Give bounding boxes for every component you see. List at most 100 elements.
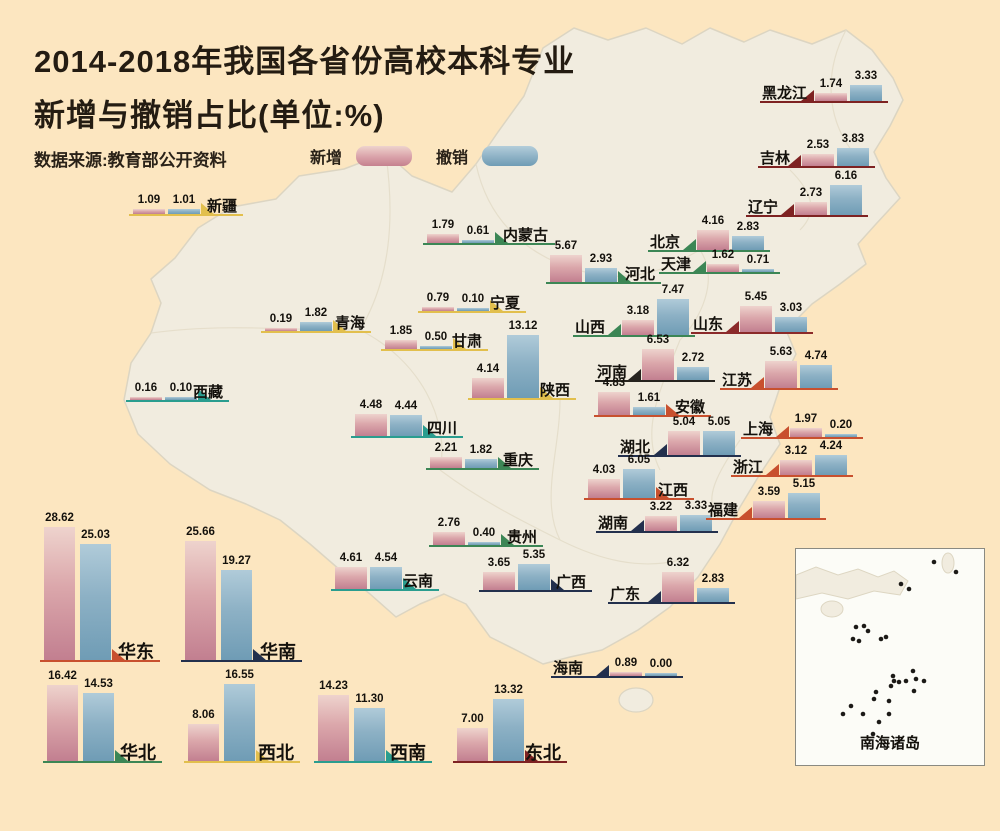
bar-removed [697, 588, 729, 602]
value-label-removed: 25.03 [81, 528, 110, 541]
province-label: 上海 [743, 421, 774, 438]
value-label-removed: 4.24 [819, 439, 843, 452]
group-baseline [706, 518, 826, 520]
province-label: 浙江 [733, 459, 764, 476]
value-label-removed: 5.15 [792, 478, 816, 491]
bar-removed [165, 397, 197, 400]
island-dot [886, 711, 892, 717]
value-label-added: 0.89 [614, 656, 638, 669]
island-dot [861, 623, 867, 629]
value-label-removed: 0.61 [466, 225, 490, 237]
bar-new [130, 397, 162, 400]
group-baseline [573, 335, 695, 337]
value-label-removed: 7.47 [661, 284, 685, 297]
accent-triangle [453, 338, 466, 349]
accent-triangle [423, 425, 436, 436]
legend-removed-swatch [482, 146, 539, 166]
value-label-removed: 13.32 [494, 684, 523, 697]
accent-triangle [751, 377, 764, 388]
bar-removed [800, 365, 832, 388]
accent-triangle [618, 271, 631, 282]
bar-new [765, 360, 797, 388]
island-dot [860, 711, 866, 717]
accent-triangle [333, 320, 346, 331]
province-label: 甘肃 [452, 333, 483, 350]
value-label-removed: 4.44 [394, 399, 418, 412]
value-label-removed: 2.93 [589, 252, 613, 265]
south-china-sea-inset: 南海诸岛 [795, 548, 985, 766]
island-dot [886, 698, 892, 704]
value-label-removed: 11.30 [355, 693, 384, 706]
group-baseline [261, 331, 371, 333]
region-label: 东北 [525, 743, 561, 763]
bar-new [265, 328, 297, 331]
accent-triangle [201, 203, 214, 214]
province-label: 北京 [650, 234, 681, 251]
legend: 新增 撤销 [310, 144, 539, 168]
accent-triangle [666, 404, 679, 415]
bar-new [645, 515, 677, 531]
value-label-added: 16.42 [48, 669, 77, 682]
bar-removed [788, 493, 820, 518]
value-label-removed: 1.01 [172, 194, 196, 207]
bar-removed [390, 414, 422, 436]
legend-removed-label: 撤销 [436, 150, 469, 167]
province-label: 河北 [625, 266, 656, 283]
bar-new [335, 566, 367, 589]
value-label-removed: 3.03 [779, 302, 803, 315]
bar-new [185, 540, 216, 660]
value-label-added: 5.04 [672, 415, 696, 428]
province-label: 重庆 [503, 452, 534, 469]
island-dot [953, 569, 959, 575]
province-label: 安徽 [675, 399, 706, 416]
value-label-added: 5.63 [769, 345, 793, 358]
page-title-line1: 2014-2018年我国各省份高校本科专业 [34, 44, 576, 79]
accent-triangle [386, 750, 399, 761]
accent-triangle [115, 750, 128, 761]
data-source-note: 数据来源:教育部公开资料 [34, 151, 227, 170]
province-label: 西藏 [193, 384, 224, 401]
island-dot [911, 688, 917, 694]
accent-triangle [112, 649, 125, 660]
province-label: 湖南 [598, 515, 629, 532]
value-label-removed: 4.74 [804, 350, 828, 363]
bar-removed [830, 185, 862, 215]
value-label-removed: 2.83 [736, 221, 760, 234]
inset-coastline [795, 566, 909, 600]
island-dot [850, 636, 856, 642]
accent-triangle [776, 426, 789, 437]
island-dot [913, 676, 919, 682]
group-baseline [746, 215, 868, 217]
bar-removed [224, 684, 255, 761]
value-label-removed: 0.10 [169, 382, 193, 394]
island-dot [865, 628, 871, 634]
bar-new [662, 571, 694, 602]
group-baseline [618, 455, 741, 457]
province-label: 宁夏 [490, 295, 521, 312]
bar-removed [837, 147, 869, 166]
legend-new-swatch [356, 146, 413, 166]
bar-new [740, 305, 772, 332]
province-label: 天津 [661, 256, 692, 273]
accent-triangle [501, 534, 514, 545]
bar-new [433, 531, 465, 545]
accent-triangle [253, 649, 266, 660]
bar-new [430, 457, 462, 468]
group-baseline [181, 660, 302, 662]
bar-new [483, 572, 515, 590]
bar-new [472, 378, 504, 398]
bar-removed [465, 459, 497, 468]
group-baseline [596, 531, 718, 533]
group-baseline [43, 761, 162, 763]
inset-map [795, 552, 959, 737]
province-label: 黑龙江 [762, 85, 808, 102]
bar-new [753, 500, 785, 518]
group-baseline [126, 400, 229, 402]
accent-triangle [693, 261, 706, 272]
value-label-added: 1.85 [389, 325, 413, 338]
accent-triangle [540, 387, 553, 398]
group-baseline [429, 545, 543, 547]
group-baseline [40, 660, 160, 662]
bar-new [427, 234, 459, 243]
